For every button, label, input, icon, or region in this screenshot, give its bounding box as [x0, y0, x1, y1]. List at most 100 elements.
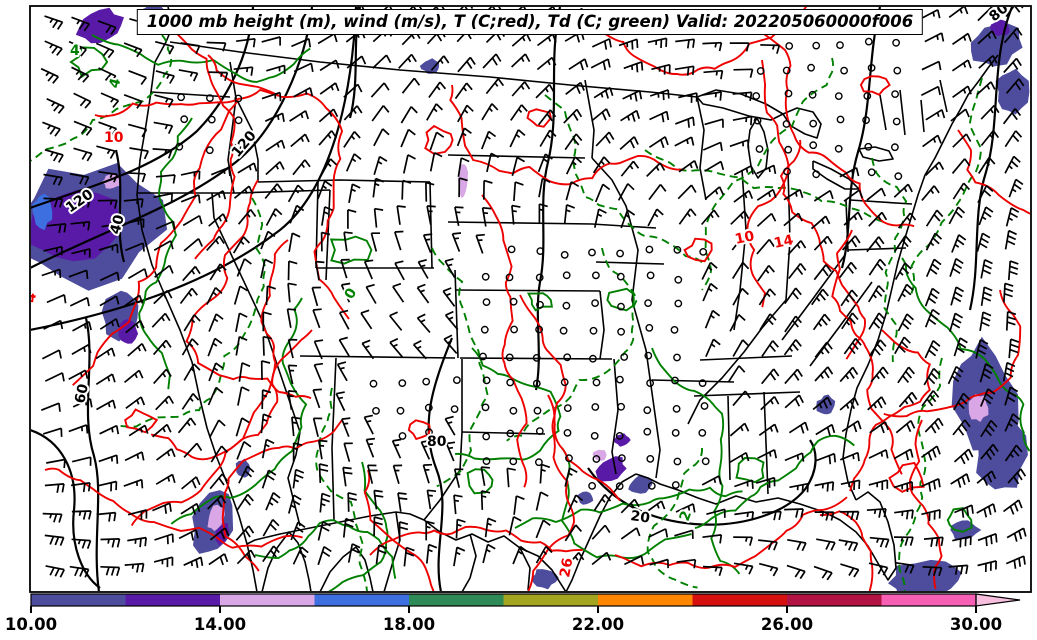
- wind-barb: [342, 517, 355, 538]
- wind-barb: [816, 452, 837, 465]
- wind-barb: [311, 286, 321, 307]
- wind-barb: [924, 308, 941, 328]
- wind-barb: [729, 451, 750, 464]
- wind-barb: [123, 478, 144, 489]
- wind-barb: [784, 315, 802, 333]
- dewpoint-contours-layer: [31, 34, 1030, 591]
- state-boundary: [651, 379, 735, 383]
- wind-barb: [422, 233, 433, 254]
- wind-barb: [894, 561, 915, 574]
- wind-barb: [100, 92, 120, 108]
- wind-barb: [392, 464, 403, 485]
- wind-barb: [975, 339, 989, 359]
- colorbar-tick-label: 14.00: [194, 615, 246, 634]
- wind-barb: [70, 221, 91, 231]
- wind-barb: [400, 106, 418, 124]
- wind-barb: [786, 564, 806, 580]
- wind-barb: [788, 421, 809, 434]
- wind-barb: [398, 53, 417, 69]
- dewpoint-contour: [606, 287, 635, 312]
- temperature-contour: [859, 75, 891, 96]
- wind-barb: [485, 78, 505, 95]
- wind-barb: [565, 156, 583, 175]
- wind-barb: [312, 388, 322, 409]
- wind-barb: [238, 465, 255, 484]
- wind-barb: [1002, 108, 1022, 125]
- wind-barb: [979, 311, 992, 332]
- colorbar-segment: [409, 594, 504, 606]
- calm-wind-circle: [699, 247, 708, 256]
- calm-wind-circle: [701, 457, 710, 466]
- calm-wind-circle: [645, 245, 654, 254]
- calm-wind-circle: [836, 41, 844, 49]
- wind-barb: [152, 339, 172, 356]
- wind-barb: [127, 342, 147, 357]
- dewpoint-contour: [871, 157, 908, 363]
- wind-barb: [620, 209, 636, 229]
- colorbar-tick-label: 18.00: [383, 615, 435, 634]
- state-boundary: [261, 531, 312, 591]
- wind-barb: [755, 476, 776, 488]
- calm-wind-circle: [506, 378, 515, 387]
- calm-wind-circle: [809, 119, 818, 128]
- wind-barb: [1004, 444, 1023, 462]
- wind-barb: [342, 466, 353, 487]
- wind-barb: [810, 215, 831, 230]
- wind-barb: [153, 368, 172, 385]
- wind-barb: [924, 287, 940, 307]
- wind-barb: [317, 545, 332, 566]
- wind-barb: [925, 232, 943, 251]
- wind-barb: [420, 439, 431, 460]
- wind-barb: [1004, 413, 1021, 432]
- calm-wind-circle: [674, 299, 683, 308]
- wind-barb: [924, 340, 941, 359]
- wind-barb: [391, 438, 402, 459]
- calm-wind-circle: [589, 326, 598, 335]
- wind-barb: [675, 116, 695, 128]
- wind-barb: [1005, 78, 1025, 94]
- wind-barb: [365, 437, 375, 458]
- wind-barb: [261, 36, 281, 46]
- wind-barb: [44, 483, 65, 493]
- wind-barb: [43, 173, 63, 186]
- state-boundary: [696, 96, 707, 201]
- wind-barb: [814, 341, 833, 358]
- wind-barb: [759, 313, 777, 331]
- calm-wind-circle: [698, 379, 707, 387]
- wind-barb: [674, 529, 694, 539]
- calm-wind-circle: [589, 354, 597, 363]
- wind-barb: [948, 7, 969, 18]
- wind-barb: [261, 438, 275, 459]
- wind-barb: [568, 58, 589, 71]
- wind-barb: [262, 545, 280, 563]
- wind-barb: [455, 518, 466, 539]
- wind-barb: [894, 336, 911, 355]
- wind-barb: [417, 258, 429, 279]
- wind-barb: [335, 391, 346, 412]
- calm-wind-circle: [673, 457, 682, 466]
- state-boundary: [823, 491, 897, 581]
- temperature-contour-label: 26: [557, 557, 576, 579]
- wind-shade-region: [577, 491, 594, 505]
- wind-barb: [841, 235, 861, 251]
- wind-barb: [44, 534, 65, 546]
- wind-barb: [181, 393, 200, 410]
- wind-barb: [646, 162, 666, 178]
- wind-barb: [71, 197, 92, 208]
- wind-barb: [841, 312, 859, 330]
- dewpoint-contour: [544, 94, 704, 264]
- colorbar-segment: [787, 594, 882, 606]
- wind-barb: [920, 478, 941, 492]
- wind-barb: [426, 205, 436, 225]
- wind-barb: [343, 131, 361, 148]
- wind-barb: [593, 208, 607, 228]
- calm-wind-circle: [535, 325, 543, 334]
- wind-barb: [511, 204, 521, 225]
- wind-barb: [97, 480, 118, 492]
- wind-barb: [537, 153, 553, 173]
- calm-wind-circle: [562, 301, 571, 310]
- wind-barb: [209, 527, 230, 541]
- wind-barb: [260, 230, 276, 250]
- state-boundary: [584, 79, 595, 159]
- calm-wind-circle: [481, 403, 490, 412]
